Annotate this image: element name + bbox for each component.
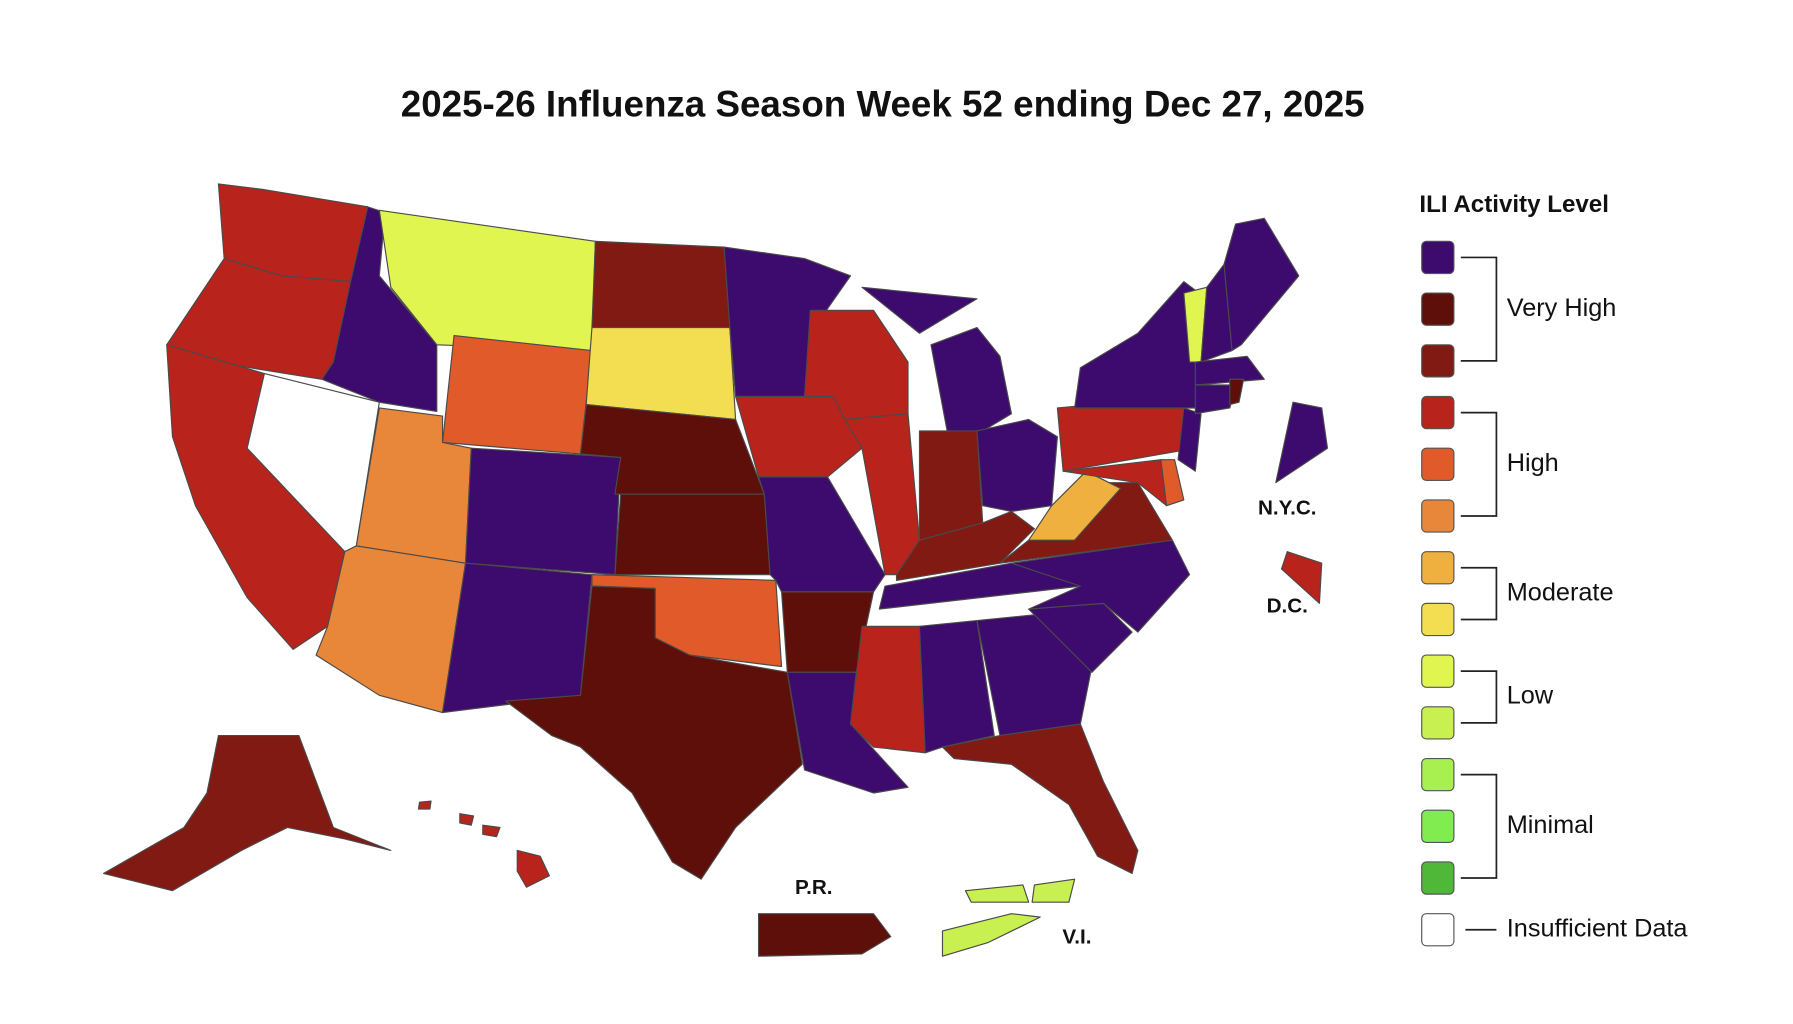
state <box>1160 459 1185 507</box>
state <box>516 849 550 888</box>
state <box>102 734 392 892</box>
state <box>585 326 737 421</box>
legend-swatch <box>1421 913 1455 947</box>
state <box>1275 401 1329 484</box>
state <box>964 884 1030 903</box>
inset-label: V.I. <box>1062 925 1091 948</box>
state <box>976 418 1058 513</box>
legend-label: Very High <box>1507 294 1617 322</box>
states <box>102 183 1329 957</box>
state <box>941 723 1139 875</box>
legend-label: Moderate <box>1507 578 1614 606</box>
state <box>591 240 731 329</box>
state <box>464 447 622 576</box>
state <box>1028 470 1122 541</box>
inset-label: P.R. <box>795 876 833 899</box>
inset-label: N.Y.C. <box>1258 497 1317 520</box>
state <box>976 614 1093 737</box>
legend-swatch <box>1421 602 1455 637</box>
state <box>441 335 593 455</box>
state <box>930 326 1013 438</box>
legend-swatch <box>1421 757 1455 792</box>
state <box>861 286 978 334</box>
state <box>417 800 432 810</box>
state <box>614 493 771 576</box>
state <box>1223 217 1300 352</box>
legend-swatch <box>1421 344 1455 378</box>
state <box>849 625 926 754</box>
state <box>1194 355 1265 386</box>
state <box>482 824 501 838</box>
state <box>579 403 765 495</box>
legend: ILI Activity Level Very High High Moderate L… <box>1419 191 1689 947</box>
map-title: 2025-26 Influenza Season Week 52 ending … <box>401 84 1365 125</box>
legend-swatch <box>1421 292 1455 326</box>
state <box>1229 378 1245 406</box>
legend-bracket <box>1460 773 1498 879</box>
legend-swatch <box>1421 706 1455 740</box>
state <box>1031 878 1076 903</box>
legend-swatch <box>1421 809 1455 843</box>
legend-bracket <box>1460 256 1498 362</box>
legend-label: High <box>1507 449 1559 477</box>
legend-swatch <box>1421 240 1455 275</box>
legend-label: Minimal <box>1507 811 1594 839</box>
state <box>1010 539 1191 633</box>
legend-title: ILI Activity Level <box>1419 191 1609 218</box>
legend-swatch <box>1421 861 1455 895</box>
legend-bracket <box>1460 566 1498 621</box>
state <box>758 476 886 593</box>
legend-swatch <box>1421 654 1455 688</box>
legend-swatch <box>1421 395 1455 430</box>
state <box>441 562 593 714</box>
legend-label: Low <box>1507 682 1554 710</box>
inset-label: D.C. <box>1267 594 1308 617</box>
state <box>1194 384 1237 415</box>
state <box>321 206 438 413</box>
state <box>941 913 1041 957</box>
state <box>505 585 803 880</box>
legend-label: Insufficient Data <box>1507 914 1689 942</box>
legend-swatch <box>1421 447 1455 481</box>
state <box>459 813 475 826</box>
state <box>1280 551 1323 604</box>
legend-swatch <box>1421 499 1455 533</box>
state <box>918 430 984 541</box>
state <box>758 913 892 957</box>
legend-swatch <box>1421 551 1455 585</box>
legend-bracket <box>1460 670 1498 724</box>
legend-bracket <box>1460 411 1498 517</box>
